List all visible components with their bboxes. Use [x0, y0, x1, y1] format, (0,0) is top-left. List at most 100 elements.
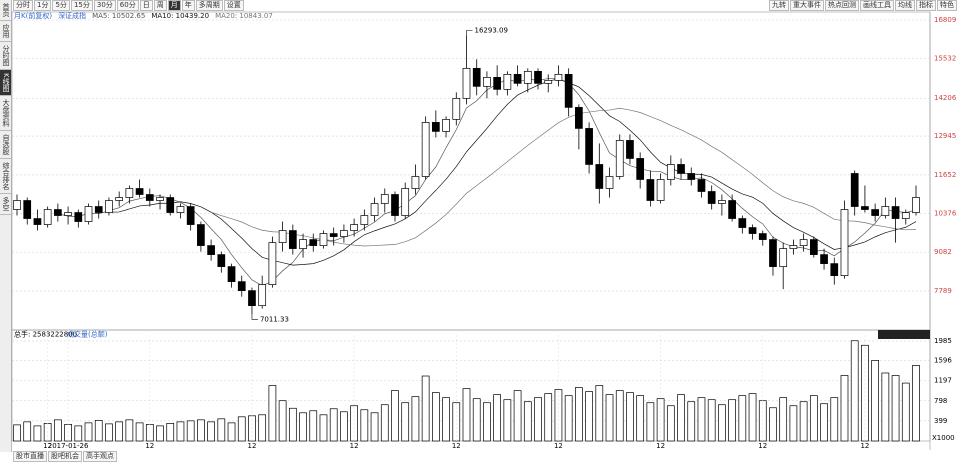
period-button[interactable]: 60分 — [116, 0, 139, 11]
volume-bar — [881, 372, 890, 442]
candle-body — [217, 254, 226, 267]
candle-body — [74, 212, 83, 222]
volume-bar — [483, 402, 491, 442]
y-tick-label: 12945 — [934, 132, 956, 140]
ma-label: MA10: 10439.20 — [151, 12, 209, 20]
volume-bar — [319, 414, 328, 442]
volume-bar — [288, 407, 297, 442]
tool-button[interactable]: 重大事件 — [790, 0, 824, 11]
period-button[interactable]: 年 — [181, 0, 195, 11]
candle-body — [350, 224, 358, 231]
volume-bar — [309, 410, 318, 442]
tool-button[interactable]: 均线 — [895, 0, 915, 11]
volume-bar — [207, 421, 215, 442]
volume-bar — [329, 408, 338, 442]
period-button[interactable]: 30分 — [93, 0, 116, 11]
main-panel — [11, 11, 931, 331]
candle-body — [401, 188, 410, 216]
volume-bar — [544, 393, 553, 442]
volume-bar — [901, 382, 910, 442]
volume-bar — [401, 402, 410, 442]
tool-button[interactable]: 画线工具 — [860, 0, 894, 11]
candle-body — [626, 140, 634, 159]
candle-body — [809, 239, 818, 255]
sidebar-tab[interactable]: 自选股 — [0, 131, 11, 159]
volume-bar — [769, 407, 777, 442]
ma-label: MA20: 10843.07 — [215, 12, 273, 20]
candle-body — [523, 70, 532, 84]
period-button[interactable]: 日 — [139, 0, 153, 11]
volume-bar — [779, 397, 788, 442]
period-button[interactable]: 周 — [153, 0, 167, 11]
tool-button[interactable]: 指标 — [916, 0, 936, 11]
volume-bar — [197, 419, 205, 442]
period-label: 月K(前复权) — [14, 11, 52, 20]
period-button[interactable]: 1分 — [34, 0, 52, 11]
volume-bar — [54, 419, 62, 442]
candle-body — [380, 194, 389, 204]
volume-bar — [697, 397, 706, 442]
period-button[interactable]: 设置 — [223, 0, 244, 11]
candle-body — [125, 188, 134, 198]
ma-label: MA5: 10502.65 — [92, 12, 145, 20]
volume-bar — [84, 422, 93, 442]
volume-bar — [442, 397, 450, 442]
volume-bar — [258, 414, 267, 442]
volume-bar — [340, 411, 348, 442]
volume-bar — [605, 394, 614, 442]
tool-button[interactable]: 九转 — [769, 0, 789, 11]
period-button[interactable]: 5分 — [52, 0, 70, 11]
volume-bar — [125, 419, 134, 442]
tool-button[interactable]: 特色 — [937, 0, 957, 11]
volume-bar — [513, 390, 522, 442]
period-button[interactable]: 15分 — [70, 0, 93, 11]
y-tick-label: 14206 — [934, 94, 957, 102]
sidebar-tab[interactable]: 首页 — [0, 0, 11, 21]
candle-body — [94, 206, 103, 213]
sidebar-tab[interactable]: 大盘资料 — [0, 96, 11, 131]
candle-body — [677, 164, 685, 174]
volume-bar — [636, 395, 645, 442]
sidebar-tab[interactable]: 综合排名 — [0, 159, 11, 194]
volume-tick-label: 1985 — [934, 337, 952, 345]
volume-tick-label: 1596 — [934, 357, 952, 365]
candle-body — [718, 200, 726, 204]
candle-body — [197, 224, 205, 246]
bottom-tab[interactable]: 股市直播 — [13, 451, 47, 462]
sidebar-tab[interactable]: 多空 — [0, 194, 11, 215]
candle-body — [84, 206, 93, 222]
period-button[interactable]: 分时 — [13, 0, 33, 11]
candle-body — [278, 230, 287, 243]
sidebar-tab[interactable]: 应用 — [0, 21, 11, 42]
volume-bar — [493, 394, 501, 442]
candle-body — [891, 206, 900, 219]
volume-bar — [728, 399, 736, 442]
candle-body — [646, 179, 655, 201]
candle-body — [544, 79, 553, 84]
candle-body — [340, 230, 348, 237]
period-button[interactable]: 月 — [167, 0, 181, 11]
candle-body — [666, 164, 675, 180]
y-tick-label: 11652 — [934, 171, 956, 179]
volume-bar — [666, 405, 675, 442]
volume-bar — [94, 419, 103, 442]
candle-body — [248, 290, 256, 307]
volume-bar — [789, 405, 798, 442]
period-button[interactable]: 多周期 — [195, 0, 223, 11]
volume-bar — [707, 399, 716, 442]
candle-body — [23, 200, 32, 219]
volume-bar — [135, 422, 144, 442]
bottom-tab[interactable]: 股吧机会 — [48, 451, 82, 462]
volume-bar — [830, 397, 839, 442]
candle-body — [166, 197, 175, 213]
candle-body — [462, 67, 471, 99]
candle-body — [472, 67, 481, 87]
sidebar-tab[interactable]: 分时图 — [0, 42, 11, 70]
volume-tick-label: 1197 — [934, 377, 952, 385]
tool-button[interactable]: 热点回测 — [825, 0, 859, 11]
candle-body — [54, 209, 62, 216]
bottom-tab[interactable]: 高手观点 — [83, 451, 117, 462]
sidebar-tab[interactable]: K线图 — [0, 70, 11, 96]
volume-bar — [646, 402, 655, 442]
candle-body — [115, 197, 124, 201]
